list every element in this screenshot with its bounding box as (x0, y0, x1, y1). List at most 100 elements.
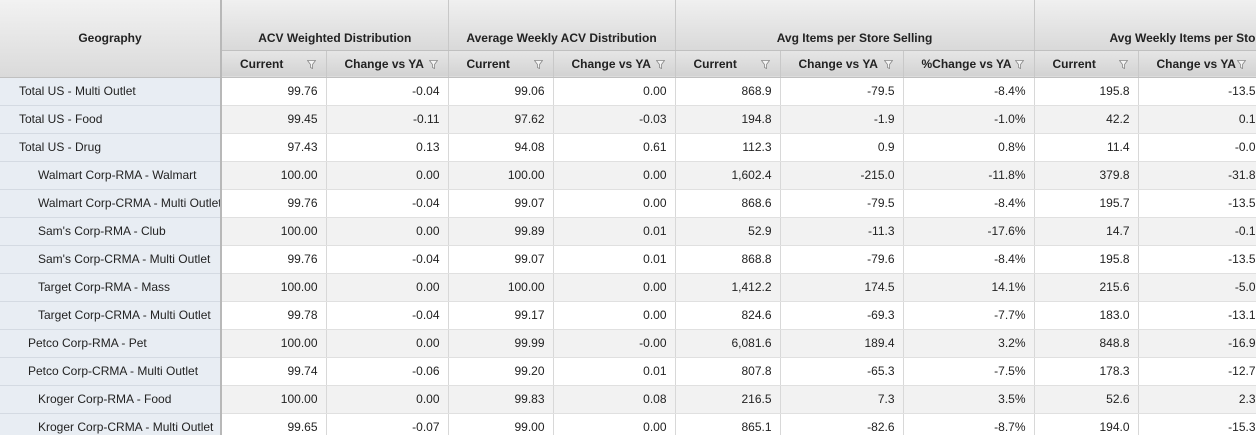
filter-icon[interactable] (883, 59, 893, 69)
filter-icon[interactable] (306, 59, 316, 69)
cell-value: 0.00 (553, 189, 676, 218)
cell-value: 0.9 (780, 133, 904, 162)
cell-value: 174.5 (780, 273, 904, 302)
cell-value: -1.9 (780, 105, 904, 134)
cell-value: -31.8 (1138, 161, 1256, 190)
cell-value: -11.8% (903, 161, 1035, 190)
cell-value: 868.6 (675, 189, 781, 218)
cell-value: 100.00 (448, 273, 554, 302)
cell-value: -0.04 (326, 189, 449, 218)
cell-value: 0.8% (903, 133, 1035, 162)
filter-icon[interactable] (533, 59, 543, 69)
filter-icon[interactable] (1118, 59, 1128, 69)
cell-value: -0.11 (326, 105, 449, 134)
cell-value: -8.4% (903, 77, 1035, 106)
cell-value: -17.6% (903, 217, 1035, 246)
filter-icon-shape (655, 59, 665, 69)
cell-value: 14.7 (1034, 217, 1139, 246)
filter-icon[interactable] (428, 59, 438, 69)
cell-value: 0.00 (326, 273, 449, 302)
column-header: Current (1034, 50, 1139, 78)
filter-icon[interactable] (1014, 59, 1024, 69)
cell-value: 0.00 (326, 217, 449, 246)
cell-value: 99.20 (448, 357, 554, 386)
cell-value: -0.04 (326, 245, 449, 274)
cell-value: 868.8 (675, 245, 781, 274)
cell-value: 100.00 (221, 329, 327, 358)
row-label: Sam's Corp-RMA - Club (0, 217, 222, 246)
filter-icon[interactable] (1236, 59, 1246, 69)
filter-icon[interactable] (655, 59, 665, 69)
cell-value: -79.5 (780, 189, 904, 218)
filter-icon-shape (306, 59, 316, 69)
cell-value: 99.06 (448, 77, 554, 106)
cell-value: 94.08 (448, 133, 554, 162)
row-label: Total US - Drug (0, 133, 222, 162)
table-row: Target Corp-RMA - Mass 100.00 0.00 100.00 0.… (0, 273, 1256, 302)
cell-value: -8.4% (903, 245, 1035, 274)
cell-value: 1,412.2 (675, 273, 781, 302)
cell-value: 0.13 (326, 133, 449, 162)
cell-value: 99.07 (448, 189, 554, 218)
column-header: Current (675, 50, 781, 78)
cell-value: 0.01 (553, 357, 676, 386)
cell-value: -0.00 (553, 329, 676, 358)
cell-value: 6,081.6 (675, 329, 781, 358)
filter-icon[interactable] (760, 59, 770, 69)
cell-value: 52.6 (1034, 385, 1139, 414)
cell-value: -82.6 (780, 413, 904, 435)
cell-value: 0.01 (553, 217, 676, 246)
row-label: Kroger Corp-RMA - Food (0, 385, 222, 414)
filter-icon-shape (760, 59, 770, 69)
group-header-row: Geography ACV Weighted Distribution Aver… (0, 0, 1256, 78)
cell-value: 99.78 (221, 301, 327, 330)
cell-value: 2.3 (1138, 385, 1256, 414)
cell-value: -0.1 (1138, 217, 1256, 246)
row-label: Sam's Corp-CRMA - Multi Outlet (0, 245, 222, 274)
cell-value: -7.7% (903, 301, 1035, 330)
cell-value: 99.83 (448, 385, 554, 414)
cell-value: 99.17 (448, 301, 554, 330)
cell-value: -1.0% (903, 105, 1035, 134)
table-row: Target Corp-CRMA - Multi Outlet 99.78 -0.0… (0, 301, 1256, 330)
cell-value: 0.1 (1138, 105, 1256, 134)
cell-value: -65.3 (780, 357, 904, 386)
group-header: Avg Items per Store Selling (675, 0, 1035, 51)
column-header: Change vs YA (1138, 50, 1256, 78)
filter-icon-shape (533, 59, 543, 69)
table-row: Kroger Corp-CRMA - Multi Outlet 99.65 -0.0… (0, 413, 1256, 435)
column-header-label: Change vs YA (798, 56, 878, 71)
cell-value: 100.00 (221, 161, 327, 190)
cell-value: 865.1 (675, 413, 781, 435)
cell-value: 195.8 (1034, 77, 1139, 106)
column-header: Current (221, 50, 327, 78)
cell-value: -13.5 (1138, 189, 1256, 218)
table-row: Kroger Corp-RMA - Food 100.00 0.00 99.83 0.0… (0, 385, 1256, 414)
cell-value: -69.3 (780, 301, 904, 330)
cell-value: 183.0 (1034, 301, 1139, 330)
cell-value: 848.8 (1034, 329, 1139, 358)
filter-icon-shape (1118, 59, 1128, 69)
cell-value: 216.5 (675, 385, 781, 414)
cell-value: -7.5% (903, 357, 1035, 386)
cell-value: 7.3 (780, 385, 904, 414)
cell-value: -0.04 (326, 77, 449, 106)
cell-value: 0.00 (326, 385, 449, 414)
cell-value: 3.5% (903, 385, 1035, 414)
cell-value: 11.4 (1034, 133, 1139, 162)
row-label: Kroger Corp-CRMA - Multi Outlet (0, 413, 222, 435)
cell-value: 100.00 (221, 273, 327, 302)
group-header: Avg Weekly Items per Sto (1034, 0, 1256, 51)
filter-icon-shape (1236, 59, 1246, 69)
table-row: Sam's Corp-RMA - Club 100.00 0.00 99.89 0.01… (0, 217, 1256, 246)
column-header: Current (448, 50, 554, 78)
column-header-label: Change vs YA (344, 56, 424, 71)
cell-value: 0.01 (553, 245, 676, 274)
cell-value: -0.03 (553, 105, 676, 134)
cell-value: -8.7% (903, 413, 1035, 435)
column-header: Change vs YA (326, 50, 449, 78)
row-label: Target Corp-CRMA - Multi Outlet (0, 301, 222, 330)
cell-value: 0.00 (553, 273, 676, 302)
column-header-label: %Change vs YA (921, 56, 1012, 71)
